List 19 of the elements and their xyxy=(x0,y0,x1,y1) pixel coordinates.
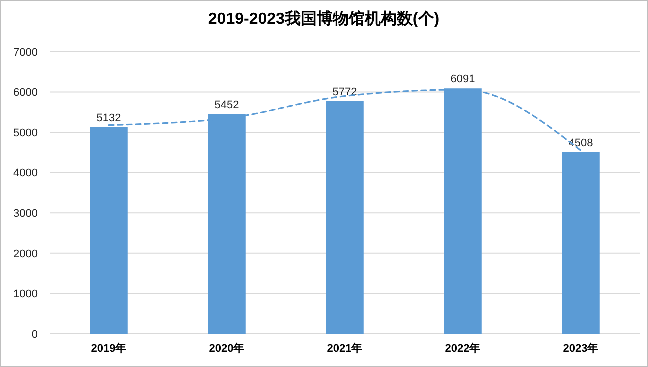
y-tick-label: 5000 xyxy=(14,127,38,140)
x-tick-label: 2022年 xyxy=(445,342,481,355)
x-tick-label: 2023年 xyxy=(563,342,599,355)
y-tick-label: 7000 xyxy=(14,46,38,59)
data-label: 5132 xyxy=(96,112,122,124)
x-tick-label: 2021年 xyxy=(327,342,363,355)
y-tick-label: 4000 xyxy=(14,168,38,180)
y-tick-label: 0 xyxy=(32,328,38,341)
x-tick-label: 2019年 xyxy=(91,342,127,355)
y-tick-label: 3000 xyxy=(14,208,38,220)
y-tick-label: 1000 xyxy=(14,288,38,301)
data-label: 4508 xyxy=(568,137,594,150)
y-tick-label: 6000 xyxy=(14,87,38,100)
data-label: 5772 xyxy=(332,86,358,98)
chart-title: 2019-2023我国博物馆机构数(个) xyxy=(208,10,440,28)
data-label: 5452 xyxy=(214,99,240,112)
y-tick-label: 2000 xyxy=(14,248,38,260)
x-tick-label: 2020年 xyxy=(209,342,245,355)
data-label: 6091 xyxy=(450,74,476,86)
